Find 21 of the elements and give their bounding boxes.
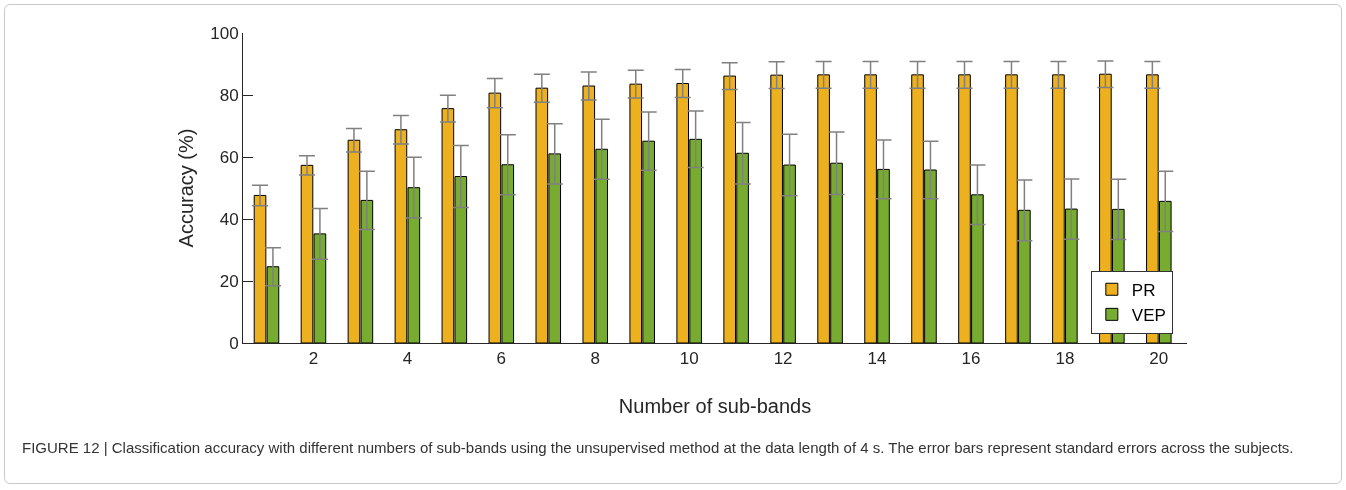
x-tick-label: 10 — [679, 349, 699, 369]
x-tick-label: 8 — [590, 349, 600, 369]
x-tick-label: 12 — [773, 349, 793, 369]
y-axis-title: Accuracy (%) — [175, 128, 197, 248]
y-tick-label: 0 — [229, 333, 239, 353]
legend-label: PR — [1131, 280, 1156, 300]
y-tick-label: 40 — [219, 209, 239, 229]
y-tick-label: 60 — [219, 147, 239, 167]
x-tick-label: 14 — [867, 349, 887, 369]
x-tick-label: 16 — [961, 349, 981, 369]
x-tick-label: 20 — [1149, 349, 1169, 369]
y-tick-label: 20 — [219, 271, 239, 291]
caption: FIGURE 12 | Classification accuracy with different numbers of sub-bands using the unsupervised method at the data length of 4 s. The error bars represent standard errors across the subjects. — [22, 438, 1295, 458]
y-tick-label: 80 — [219, 85, 239, 105]
x-axis-title: Number of sub-bands — [618, 395, 812, 417]
legend-label: VEP — [1131, 305, 1166, 325]
x-tick-label: 2 — [308, 349, 319, 369]
x-tick-label: 18 — [1055, 349, 1075, 369]
x-tick-label: 6 — [496, 349, 507, 369]
y-tick-label: 100 — [210, 23, 239, 43]
x-tick-label: 4 — [402, 349, 413, 369]
